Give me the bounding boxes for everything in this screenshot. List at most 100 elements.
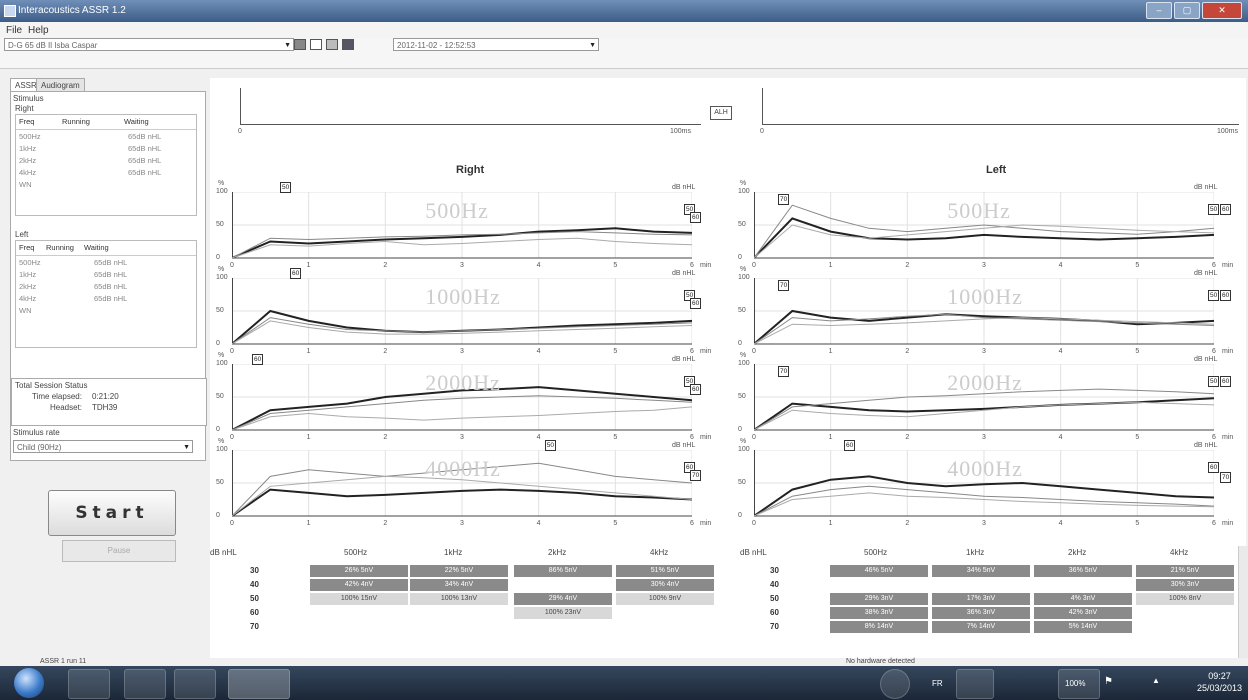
explorer-icon[interactable] <box>68 669 110 699</box>
end-level-marker[interactable]: 60 <box>690 384 702 395</box>
clock[interactable]: 09:27 25/03/2013 <box>1197 670 1242 694</box>
language-indicator[interactable]: FR <box>932 679 943 688</box>
start-button[interactable]: Start <box>48 490 176 536</box>
sweep-start-tick: 0 <box>238 128 242 135</box>
end-level-marker[interactable]: 50 <box>684 290 696 301</box>
right-result-cell[interactable]: 100% 13nV <box>410 593 508 605</box>
table-row: 2kHz 65dB nHL <box>16 154 196 166</box>
chevron-down-icon: ▼ <box>183 444 190 451</box>
end-level-marker[interactable]: 60 <box>690 298 702 309</box>
end-level-marker[interactable]: 50 <box>684 204 696 215</box>
tab-audiogram[interactable]: Audiogram <box>36 78 85 92</box>
end-level-marker[interactable]: 70 <box>1220 472 1232 483</box>
threshold-marker[interactable]: 60 <box>252 354 264 365</box>
tray-arrow-icon[interactable]: ▲ <box>1152 676 1160 685</box>
end-level-marker[interactable]: 50 <box>1208 376 1220 387</box>
signal-icon[interactable] <box>956 669 994 699</box>
end-level-marker[interactable]: 70 <box>690 470 702 481</box>
left-result-cell[interactable]: 8% 14nV <box>830 621 928 633</box>
series-line <box>754 224 1214 259</box>
close-button[interactable]: ✕ <box>1202 2 1242 19</box>
end-level-marker[interactable]: 50 <box>1208 290 1220 301</box>
x-tick-label: 3 <box>982 434 986 441</box>
flag-icon[interactable]: ⚑ <box>1104 676 1113 687</box>
left-result-cell[interactable]: 100% 8nV <box>1136 593 1234 605</box>
end-level-marker[interactable]: 50 <box>684 376 696 387</box>
left-result-cell[interactable]: 42% 3nV <box>1034 607 1132 619</box>
right-result-cell[interactable]: 29% 4nV <box>514 593 612 605</box>
left-result-cell[interactable]: 17% 3nV <box>932 593 1030 605</box>
right-result-cell[interactable]: 22% 5nV <box>410 565 508 577</box>
left-result-cell[interactable]: 7% 14nV <box>932 621 1030 633</box>
threshold-marker[interactable]: 60 <box>290 268 302 279</box>
session-select[interactable]: 2012-11-02 - 12:52:53 ▼ <box>393 38 599 51</box>
right-result-cell[interactable]: 86% 5nV <box>514 565 612 577</box>
end-level-marker[interactable]: 60 <box>1220 204 1232 215</box>
pause-button[interactable]: Pause <box>62 540 176 562</box>
end-level-marker[interactable]: 60 <box>1208 462 1220 473</box>
x-tick-label: 4 <box>1058 262 1063 269</box>
assr-app-icon[interactable] <box>228 669 290 699</box>
end-level-marker[interactable]: 60 <box>1220 376 1232 387</box>
left-result-cell[interactable]: 36% 3nV <box>932 607 1030 619</box>
stimulus-rate-select[interactable]: Child (90Hz) ▼ <box>13 440 193 453</box>
left-result-cell[interactable]: 30% 3nV <box>1136 579 1234 591</box>
minimize-button[interactable]: – <box>1146 2 1172 19</box>
cell-freq: 2kHz <box>19 282 37 291</box>
x-tick-label: 4 <box>536 520 541 527</box>
alh-box[interactable]: ALH <box>710 106 732 120</box>
right-result-cell[interactable]: 51% 5nV <box>616 565 714 577</box>
left-result-cell[interactable]: 4% 3nV <box>1034 593 1132 605</box>
list-icon[interactable] <box>294 39 306 50</box>
windows-start-icon[interactable] <box>14 668 44 698</box>
paw-app-icon[interactable] <box>174 669 216 699</box>
right-result-cell[interactable]: 30% 4nV <box>616 579 714 591</box>
print-icon[interactable] <box>326 39 338 50</box>
left-result-cell[interactable]: 36% 5nV <box>1034 565 1132 577</box>
right-result-cell[interactable]: 34% 4nV <box>410 579 508 591</box>
end-level-marker[interactable]: 60 <box>1220 290 1232 301</box>
network-app-icon[interactable] <box>880 669 910 699</box>
x-tick-label: 6 <box>690 348 694 355</box>
right-result-cell[interactable]: 42% 4nV <box>310 579 408 591</box>
maximize-button[interactable]: ▢ <box>1174 2 1200 19</box>
x-unit-label: min <box>1222 262 1234 269</box>
threshold-marker[interactable]: 50 <box>280 182 292 193</box>
menu-file[interactable]: File <box>6 25 23 36</box>
end-level-marker[interactable]: 50 <box>1208 204 1220 215</box>
threshold-marker[interactable]: 70 <box>778 194 790 205</box>
threshold-marker[interactable]: 50 <box>544 440 557 451</box>
zoom-indicator[interactable]: 100% <box>1058 669 1100 699</box>
left-result-cell[interactable]: 5% 14nV <box>1034 621 1132 633</box>
right-result-cell[interactable]: 26% 5nV <box>310 565 408 577</box>
cell-freq: 4kHz <box>19 168 37 177</box>
threshold-marker[interactable]: 70 <box>778 280 790 291</box>
menu-help[interactable]: Help <box>28 25 49 36</box>
left-result-cell[interactable]: 46% 5nV <box>830 565 928 577</box>
time-elapsed-label: Time elapsed: <box>32 392 82 401</box>
y-unit-label: % <box>740 438 747 445</box>
x-tick-label: 2 <box>905 348 910 355</box>
left-grid-level: 50 <box>770 594 779 603</box>
edit-icon[interactable] <box>310 39 322 50</box>
right-result-cell[interactable]: 100% 23nV <box>514 607 612 619</box>
y-unit-label: % <box>218 352 225 359</box>
threshold-marker[interactable]: 70 <box>778 366 790 377</box>
vertical-scrollbar[interactable] <box>1238 546 1248 658</box>
end-level-marker[interactable]: 60 <box>690 212 702 223</box>
right-result-cell[interactable]: 100% 15nV <box>310 593 408 605</box>
x-unit-label: min <box>700 262 712 269</box>
browser-icon[interactable] <box>124 669 166 699</box>
save-icon[interactable] <box>342 39 354 50</box>
right-result-cell[interactable]: 100% 9nV <box>616 593 714 605</box>
x-tick-label: 6 <box>1212 262 1216 269</box>
x-tick-label: 5 <box>1135 348 1140 355</box>
left-result-cell[interactable]: 21% 5nV <box>1136 565 1234 577</box>
end-level-marker[interactable]: 60 <box>684 462 696 473</box>
x-tick-label: 4 <box>536 348 541 355</box>
patient-select[interactable]: D-G 65 dB Il Isba Caspar ▼ <box>4 38 294 51</box>
left-result-cell[interactable]: 34% 5nV <box>932 565 1030 577</box>
threshold-marker[interactable]: 60 <box>844 440 856 451</box>
left-result-cell[interactable]: 38% 3nV <box>830 607 928 619</box>
left-result-cell[interactable]: 29% 3nV <box>830 593 928 605</box>
